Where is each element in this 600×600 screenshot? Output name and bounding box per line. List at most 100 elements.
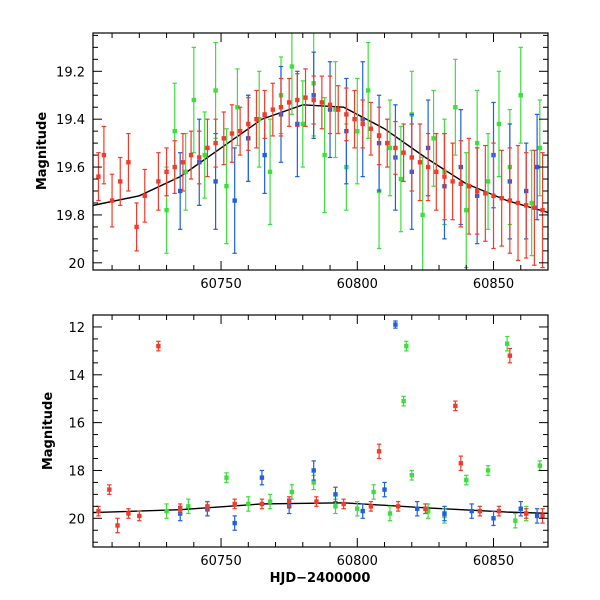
bottom-data-point (368, 500, 374, 512)
bottom-data-point (259, 498, 265, 510)
bottom-data-point (393, 320, 398, 329)
top-data-point (109, 173, 115, 228)
top-data-point (336, 85, 341, 135)
top-data-point (229, 104, 235, 163)
top-data-point (417, 123, 423, 202)
bottom-data-point (458, 455, 464, 472)
top-data-point (496, 70, 502, 178)
top-data-point (180, 132, 186, 192)
top-data-point (333, 61, 338, 159)
top-data-point (534, 113, 540, 221)
top-data-point (134, 202, 139, 252)
bottom-plot-area (93, 320, 548, 534)
top-data-point (327, 75, 333, 135)
top-data-point (352, 89, 357, 149)
top-data-point (205, 118, 210, 178)
top-data-point (365, 41, 371, 139)
top-data-point (464, 152, 469, 269)
bottom-data-point (341, 498, 346, 510)
bottom-data-point (246, 496, 251, 512)
bottom-x-tick-label: 60800 (337, 554, 378, 569)
bottom-data-point (534, 508, 540, 524)
top-data-point (491, 142, 496, 250)
bottom-data-point (115, 517, 120, 534)
top-data-point (295, 73, 300, 127)
bottom-data-point (540, 508, 545, 524)
bottom-data-point (504, 335, 510, 352)
top-data-point (385, 118, 390, 168)
top-data-point (507, 147, 513, 254)
bottom-x-tick-label: 60750 (200, 554, 241, 569)
bottom-data-point (333, 486, 338, 503)
bottom-data-point (404, 340, 409, 352)
bottom-data-point (314, 496, 319, 507)
bottom-y-tick-label: 14 (68, 369, 85, 384)
top-data-point (126, 132, 131, 192)
top-data-point (300, 80, 305, 168)
bottom-x-tick-label: 60850 (473, 554, 514, 569)
bottom-y-tick-label: 12 (68, 321, 85, 336)
top-data-point (425, 132, 431, 202)
top-data-point (518, 46, 523, 144)
top-data-point (101, 125, 107, 185)
top-data-point (232, 147, 237, 254)
top-data-point (270, 82, 276, 137)
top-data-point (355, 77, 360, 185)
bottom-data-point (376, 443, 382, 460)
bottom-data-point (518, 500, 523, 517)
bottom-data-point (137, 510, 142, 522)
bottom-data-point (409, 469, 414, 481)
top-data-point (197, 130, 202, 185)
top-data-point (237, 106, 243, 156)
bottom-data-point (107, 484, 112, 495)
bottom-data-point (464, 474, 469, 486)
top-data-point (360, 99, 365, 149)
top-data-point (524, 152, 529, 259)
top-trend-curve (93, 104, 548, 214)
bottom-panel: 60750 60800 60850 12 14 16 18 20 Magnitude HJD−… (41, 314, 549, 586)
top-data-point (458, 140, 464, 228)
top-data-point (368, 101, 374, 156)
top-data-point (202, 111, 207, 199)
top-data-point (319, 75, 325, 130)
top-data-point (303, 68, 308, 127)
top-axes: 60750 60800 60850 19.2 19.4 19.6 19.8 20 (56, 33, 549, 292)
top-data-point (499, 149, 504, 247)
top-data-point (431, 89, 436, 187)
top-data-point (164, 147, 169, 197)
bottom-data-point (311, 460, 316, 481)
top-y-tick-label: 19.6 (56, 161, 85, 176)
bottom-data-point (355, 500, 360, 517)
bottom-data-point (453, 400, 458, 412)
bottom-data-point (442, 505, 447, 522)
bottom-data-point (513, 512, 518, 529)
top-data-point (188, 130, 194, 180)
top-data-point (289, 33, 295, 115)
bottom-data-point (360, 503, 365, 519)
top-data-point (267, 118, 273, 226)
bottom-data-point (96, 505, 101, 517)
top-data-point (434, 132, 439, 211)
top-data-point (213, 118, 218, 168)
top-data-point (483, 144, 488, 242)
top-data-point (409, 123, 414, 192)
top-data-point (537, 99, 543, 197)
top-data-point (485, 132, 491, 230)
top-plot-frame (92, 32, 549, 271)
top-data-point (398, 125, 404, 233)
bottom-data-point (507, 347, 513, 364)
bottom-data-point (423, 503, 428, 515)
top-y-tick-label: 20 (68, 257, 85, 272)
bottom-data-point (524, 508, 529, 519)
top-x-tick-label: 60800 (337, 277, 378, 292)
bottom-data-point (395, 500, 401, 512)
bottom-data-point (537, 460, 543, 472)
bottom-plot-frame (92, 314, 549, 548)
bottom-data-point (382, 481, 387, 498)
top-data-point (529, 149, 534, 257)
top-y-tick-label: 19.4 (56, 113, 85, 128)
bottom-data-point (496, 505, 502, 517)
top-data-point (156, 152, 161, 211)
top-data-point (246, 97, 251, 151)
